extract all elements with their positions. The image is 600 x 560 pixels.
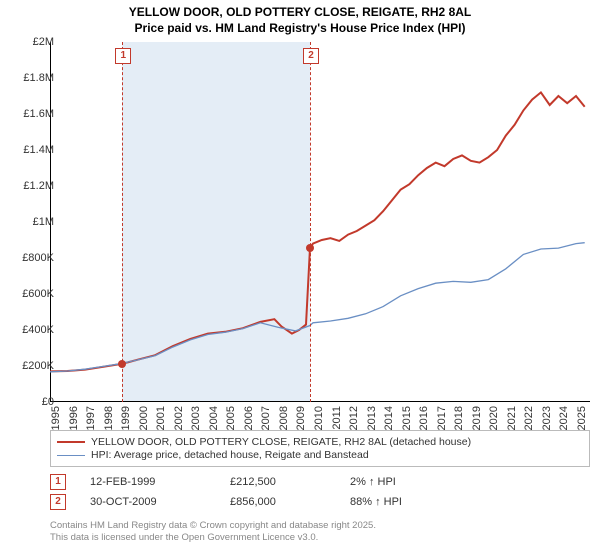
sale-pct-1: 2% ↑ HPI [350, 476, 470, 488]
ytick-label: £0 [42, 396, 54, 408]
sale-badge-2: 2 [50, 494, 66, 510]
title-line-2: Price paid vs. HM Land Registry's House … [0, 20, 600, 36]
xtick-label: 2007 [260, 406, 272, 430]
xtick-label: 2024 [558, 406, 570, 430]
legend-label-hpi: HPI: Average price, detached house, Reig… [91, 449, 369, 461]
xtick-label: 2015 [401, 406, 413, 430]
legend-label-price: YELLOW DOOR, OLD POTTERY CLOSE, REIGATE,… [91, 436, 471, 448]
xtick-label: 2019 [471, 406, 483, 430]
chart-area: 1995199619971998199920002001200220032004… [50, 42, 590, 402]
sale-price-2: £856,000 [230, 496, 350, 508]
xtick-label: 2013 [366, 406, 378, 430]
footer: Contains HM Land Registry data © Crown c… [50, 520, 376, 545]
ytick-label: £1.6M [23, 108, 54, 120]
xtick-label: 2016 [418, 406, 430, 430]
legend-swatch-hpi [57, 455, 85, 456]
chart-container: YELLOW DOOR, OLD POTTERY CLOSE, REIGATE,… [0, 0, 600, 560]
sale-date-1: 12-FEB-1999 [90, 476, 230, 488]
title-block: YELLOW DOOR, OLD POTTERY CLOSE, REIGATE,… [0, 0, 600, 36]
sale-marker [118, 360, 126, 368]
xtick-label: 2012 [348, 406, 360, 430]
ytick-label: £1.8M [23, 72, 54, 84]
legend: YELLOW DOOR, OLD POTTERY CLOSE, REIGATE,… [50, 430, 590, 467]
xtick-label: 2009 [295, 406, 307, 430]
sale-vline [310, 42, 311, 402]
sale-badge-chart: 2 [303, 48, 319, 64]
xtick-label: 2003 [190, 406, 202, 430]
ytick-label: £1.4M [23, 144, 54, 156]
xtick-label: 2005 [225, 406, 237, 430]
sale-marker [306, 244, 314, 252]
ytick-label: £200K [22, 360, 54, 372]
sale-row-2: 2 30-OCT-2009 £856,000 88% ↑ HPI [50, 492, 590, 512]
sale-date-2: 30-OCT-2009 [90, 496, 230, 508]
series-hpi [50, 243, 585, 372]
xtick-label: 2011 [331, 406, 343, 430]
series-svg [50, 42, 590, 402]
sale-row-1: 1 12-FEB-1999 £212,500 2% ↑ HPI [50, 472, 590, 492]
xtick-label: 2018 [453, 406, 465, 430]
sales-table: 1 12-FEB-1999 £212,500 2% ↑ HPI 2 30-OCT… [50, 472, 590, 512]
ytick-label: £800K [22, 252, 54, 264]
sale-vline [122, 42, 123, 402]
legend-swatch-price [57, 441, 85, 443]
ytick-label: £2M [33, 36, 54, 48]
xtick-label: 2000 [138, 406, 150, 430]
xtick-label: 2021 [506, 406, 518, 430]
xtick-label: 1995 [50, 406, 62, 430]
title-line-1: YELLOW DOOR, OLD POTTERY CLOSE, REIGATE,… [0, 4, 600, 20]
xtick-label: 2004 [208, 406, 220, 430]
sale-price-1: £212,500 [230, 476, 350, 488]
legend-row-hpi: HPI: Average price, detached house, Reig… [57, 449, 583, 461]
xtick-label: 2020 [488, 406, 500, 430]
xtick-label: 2002 [173, 406, 185, 430]
xtick-label: 2022 [523, 406, 535, 430]
sale-badge-chart: 1 [115, 48, 131, 64]
xtick-label: 2010 [313, 406, 325, 430]
sale-pct-2: 88% ↑ HPI [350, 496, 470, 508]
ytick-label: £1.2M [23, 180, 54, 192]
xtick-label: 2008 [278, 406, 290, 430]
xtick-label: 2001 [155, 406, 167, 430]
xtick-label: 1999 [120, 406, 132, 430]
ytick-label: £1M [33, 216, 54, 228]
ytick-label: £600K [22, 288, 54, 300]
ytick-label: £400K [22, 324, 54, 336]
xtick-label: 1997 [85, 406, 97, 430]
xtick-label: 1996 [68, 406, 80, 430]
xtick-label: 2025 [576, 406, 588, 430]
xtick-label: 2014 [383, 406, 395, 430]
series-price_paid [50, 92, 585, 371]
sale-badge-1: 1 [50, 474, 66, 490]
xtick-label: 1998 [103, 406, 115, 430]
legend-row-price: YELLOW DOOR, OLD POTTERY CLOSE, REIGATE,… [57, 436, 583, 448]
footer-line-1: Contains HM Land Registry data © Crown c… [50, 520, 376, 532]
xtick-label: 2017 [436, 406, 448, 430]
footer-line-2: This data is licensed under the Open Gov… [50, 532, 376, 544]
xtick-label: 2023 [541, 406, 553, 430]
xtick-label: 2006 [243, 406, 255, 430]
